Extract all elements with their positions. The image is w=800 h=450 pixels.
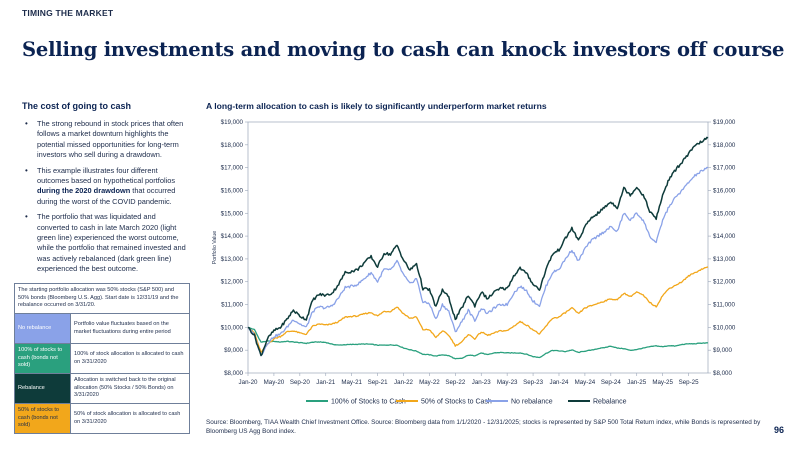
legend-label: 100% of Stocks to Cash	[331, 399, 406, 406]
row-desc: Allocation is switched back to the origi…	[70, 373, 190, 404]
y-axis-label: Portfolio Value	[212, 231, 218, 264]
row-name: 100% of stocks to cash (bonds not sold)	[14, 343, 71, 374]
row-desc: Portfolio value fluctuates based on the …	[70, 313, 190, 344]
x-tick-label: Jan-24	[550, 379, 569, 386]
y-tick-label: $13,000	[221, 256, 244, 263]
x-tick-label: May-22	[419, 379, 440, 386]
y-tick-label: $8,000	[224, 370, 243, 377]
table-row: 50% of stocks to cash (bonds not sold) 5…	[14, 403, 190, 434]
legend-label: 50% of Stocks to Cash	[421, 399, 492, 406]
bullet-item: The strong rebound in stock prices that …	[22, 119, 190, 161]
allocation-table: The starting portfolio allocation was 50…	[14, 283, 190, 434]
plot-frame	[247, 121, 709, 374]
x-tick-label: May-21	[341, 379, 362, 386]
y-tick-label-right: $17,000	[713, 165, 736, 172]
x-tick-label: May-24	[575, 379, 596, 386]
y-tick-label-right: $10,000	[713, 324, 736, 331]
line-chart: $8,000 $8,000 $9,000 $9,000 $10,000 $10,000 $1…	[212, 119, 736, 406]
x-tick-label: Jan-25	[627, 379, 646, 386]
legend-label: Rebalance	[593, 399, 627, 406]
eyebrow-label: TIMING THE MARKET	[22, 8, 114, 18]
x-tick-label: Sep-25	[679, 379, 700, 386]
chart-title: A long-term allocation to cash is likely…	[206, 101, 547, 111]
series-line-100-of-stocks-to-cash	[247, 326, 709, 360]
y-tick-label: $19,000	[221, 119, 244, 126]
y-tick-label-right: $9,000	[713, 347, 732, 354]
x-tick-label: Jan-23	[472, 379, 491, 386]
left-heading: The cost of going to cash	[22, 101, 132, 111]
y-tick-label-right: $8,000	[713, 370, 732, 377]
x-tick-label: Jan-20	[239, 379, 258, 386]
bullet-list: The strong rebound in stock prices that …	[22, 119, 190, 280]
series-line-no-rebalance	[247, 166, 709, 357]
bullet-text-bold: during the 2020 drawdown	[37, 186, 131, 196]
y-tick-label-right: $14,000	[713, 233, 736, 240]
y-tick-label: $9,000	[224, 347, 243, 354]
table-row: 100% of stocks to cash (bonds not sold) …	[14, 343, 190, 374]
row-name: Rebalance	[14, 373, 71, 404]
y-tick-label: $11,000	[221, 302, 243, 309]
table-intro-row: The starting portfolio allocation was 50…	[14, 283, 190, 314]
series-line-50-of-stocks-to-cash	[247, 266, 709, 353]
x-tick-label: Jan-21	[316, 379, 335, 386]
y-tick-label: $16,000	[221, 187, 244, 194]
bullet-item: The portfolio that was liquidated and co…	[22, 212, 190, 274]
y-tick-label-right: $15,000	[713, 210, 736, 217]
legend-label: No rebalance	[511, 399, 553, 406]
x-tick-label: Sep-23	[523, 379, 544, 386]
y-tick-label: $17,000	[221, 165, 244, 172]
page-title: Selling investments and moving to cash c…	[22, 38, 785, 61]
y-tick-label-right: $12,000	[713, 279, 736, 286]
y-tick-label: $15,000	[221, 210, 244, 217]
y-tick-label: $10,000	[221, 324, 244, 331]
y-tick-label-right: $13,000	[713, 256, 736, 263]
y-tick-label-right: $16,000	[713, 187, 736, 194]
x-tick-label: May-25	[652, 379, 673, 386]
row-name: 50% of stocks to cash (bonds not sold)	[14, 403, 71, 434]
x-tick-label: Jan-22	[394, 379, 413, 386]
y-tick-label-right: $11,000	[713, 302, 735, 309]
y-tick-label: $18,000	[221, 142, 244, 149]
x-tick-label: Sep-20	[290, 379, 311, 386]
series-line-rebalance	[247, 136, 709, 357]
x-tick-label: Sep-21	[368, 379, 389, 386]
bullet-text: The strong rebound in stock prices that …	[37, 119, 184, 160]
y-tick-label: $12,000	[221, 279, 244, 286]
x-tick-label: May-20	[264, 379, 285, 386]
bullet-text: The portfolio that was liquidated and co…	[37, 212, 186, 274]
bullet-item: This example illustrates four different …	[22, 166, 190, 208]
source-note: Source: Bloomberg, TIAA Wealth Chief Inv…	[206, 419, 761, 435]
table-row: No rebalance Portfolio value fluctuates …	[14, 313, 190, 344]
x-tick-label: Sep-24	[601, 379, 622, 386]
row-desc: 50% of stock allocation is allocated to …	[70, 403, 190, 434]
row-name: No rebalance	[14, 313, 71, 344]
row-desc: 100% of stock allocation is allocated to…	[70, 343, 190, 374]
y-tick-label-right: $18,000	[713, 142, 736, 149]
table-intro: The starting portfolio allocation was 50…	[14, 283, 190, 314]
y-tick-label: $14,000	[221, 233, 244, 240]
bullet-text-post: that occurred during the worst of the CO…	[37, 186, 176, 206]
table-row: Rebalance Allocation is switched back to…	[14, 373, 190, 404]
x-tick-label: May-23	[497, 379, 518, 386]
y-tick-label-right: $19,000	[713, 119, 736, 126]
bullet-text-pre: This example illustrates four different …	[37, 165, 176, 186]
page-number: 96	[773, 425, 784, 435]
x-tick-label: Sep-22	[445, 379, 466, 386]
